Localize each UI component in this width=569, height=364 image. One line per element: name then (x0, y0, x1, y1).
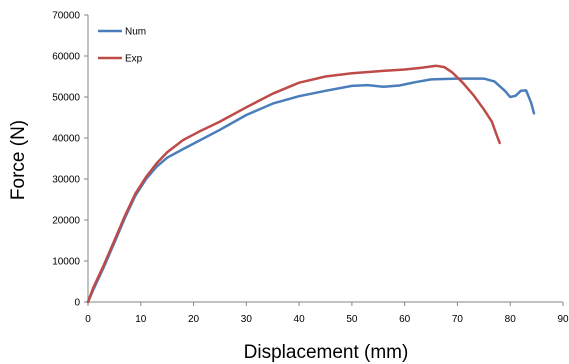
legend-label-exp: Exp (125, 54, 143, 65)
x-tick-label: 20 (188, 314, 200, 325)
y-axis-title: Force (N) (8, 120, 29, 200)
y-tick-label: 0 (74, 298, 80, 309)
x-tick-label: 30 (241, 314, 253, 325)
x-tick-label: 90 (557, 314, 569, 325)
x-tick-label: 10 (135, 314, 147, 325)
x-tick-label: 70 (452, 314, 464, 325)
y-tick-label: 40000 (52, 134, 80, 145)
x-tick-label: 80 (505, 314, 517, 325)
x-tick-label: 60 (399, 314, 411, 325)
legend-label-num: Num (125, 27, 146, 38)
y-tick-label: 60000 (52, 52, 80, 63)
y-tick-label: 10000 (52, 257, 80, 268)
y-tick-label: 50000 (52, 93, 80, 104)
series-line-num (86, 77, 536, 304)
y-tick-label: 20000 (52, 216, 80, 227)
x-tick-label: 40 (294, 314, 306, 325)
x-tick-label: 50 (346, 314, 358, 325)
series-line-exp (86, 64, 501, 304)
y-tick-label: 70000 (52, 11, 80, 22)
axes: 0 10000 20000 30000 40000 50000 60000 70000 0 10 2… (52, 11, 569, 326)
legend: Num Exp (98, 27, 146, 65)
x-tick-label: 0 (85, 314, 91, 325)
y-tick-label: 30000 (52, 175, 80, 186)
x-axis-title: Displacement (mm) (244, 342, 409, 363)
series-layer (86, 64, 536, 304)
